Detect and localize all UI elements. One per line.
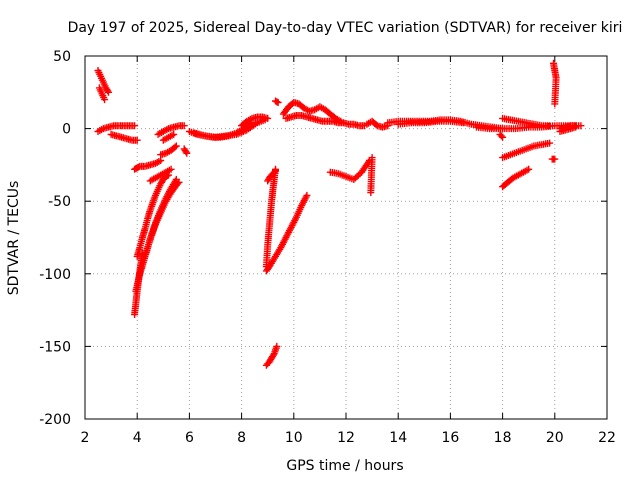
data-point (272, 167, 279, 175)
x-tick-label: 22 (598, 430, 616, 446)
data-point (172, 142, 180, 150)
data-point (171, 143, 179, 151)
y-tick-label: 50 (53, 49, 71, 65)
data-point (372, 121, 380, 129)
data-point (174, 180, 182, 188)
x-tick-label: 10 (285, 430, 303, 446)
plot-frame (84, 55, 608, 420)
y-tick-label: -100 (39, 267, 71, 283)
data-point (459, 119, 467, 127)
data-point (264, 114, 272, 122)
x-tick-label: 12 (337, 430, 355, 446)
y-tick-label: -50 (48, 194, 71, 210)
x-tick-label: 14 (389, 430, 407, 446)
data-point (131, 122, 139, 130)
data-point (167, 165, 175, 173)
chart-title: Day 197 of 2025, Sidereal Day-to-day VTE… (68, 20, 623, 36)
x-tick-label: 16 (441, 430, 459, 446)
data-point (497, 132, 505, 140)
data-point (269, 351, 277, 359)
data-point (175, 178, 183, 186)
x-tick-label: 18 (494, 430, 512, 446)
x-tick-label: 20 (546, 430, 564, 446)
x-tick-label: 4 (133, 430, 142, 446)
y-axis-label: SDTVAR / TECUs (6, 181, 22, 296)
x-tick-label: 6 (185, 430, 194, 446)
data-point (270, 168, 278, 176)
x-tick-label: 2 (81, 430, 90, 446)
y-tick-label: -200 (39, 412, 71, 428)
data-point (525, 165, 533, 173)
data-point (546, 139, 554, 147)
data-point (104, 87, 112, 95)
data-point (572, 123, 580, 131)
data-point (368, 154, 376, 162)
axis-ticks: 2 4 6 8 10 12 14 16 18 20 22 50 0 -50 -100 -150 -200 (39, 49, 616, 446)
data-point (273, 98, 281, 106)
data-point (303, 191, 311, 199)
data-point (101, 96, 109, 104)
data-point (546, 122, 554, 130)
data-points (94, 59, 585, 369)
data-point (183, 149, 191, 157)
data-point (135, 163, 142, 171)
y-tick-label: -150 (39, 339, 71, 355)
data-point (182, 148, 190, 156)
x-axis-label: GPS time / hours (286, 458, 403, 474)
data-point (273, 342, 281, 350)
data-point (551, 155, 559, 163)
data-point (133, 136, 141, 144)
y-tick-label: 0 (62, 122, 71, 138)
x-tick-label: 8 (237, 430, 246, 446)
data-point (551, 100, 559, 108)
data-point (180, 122, 188, 130)
data-point (105, 88, 112, 96)
data-point (170, 130, 178, 138)
data-point (274, 99, 282, 106)
data-point (499, 133, 507, 141)
